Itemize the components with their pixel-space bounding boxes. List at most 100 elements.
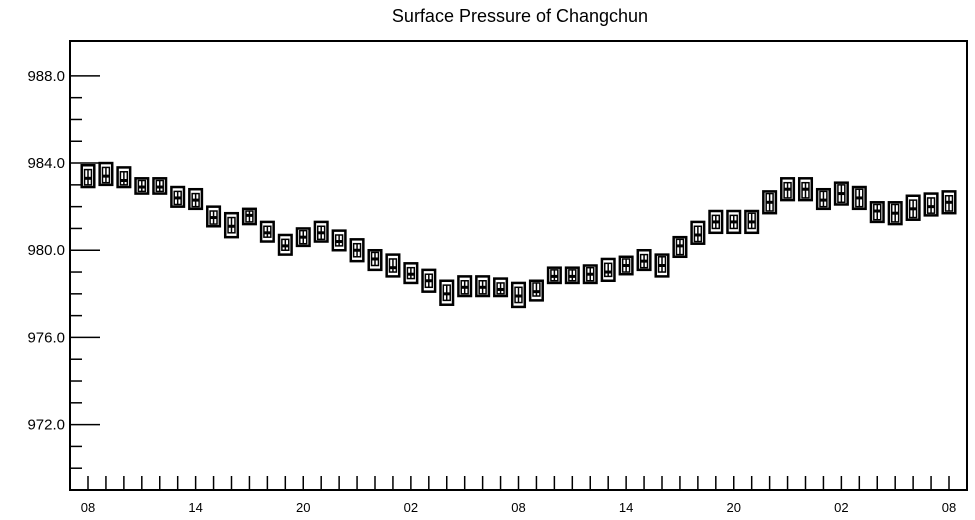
pressure-box	[690, 220, 706, 245]
pressure-box	[744, 209, 760, 235]
box-outer	[762, 190, 778, 215]
y-tick-label: 988.0	[27, 68, 65, 85]
pressure-box	[815, 187, 831, 211]
box-outer	[726, 209, 742, 235]
box-outer	[797, 177, 814, 202]
box-outer	[923, 192, 939, 217]
pressure-box	[277, 233, 293, 256]
box-outer	[385, 253, 401, 278]
box-outer	[152, 177, 168, 195]
box-outer	[313, 220, 329, 243]
box-outer	[672, 235, 688, 259]
pressure-box	[941, 190, 957, 215]
box-outer	[475, 275, 491, 298]
pressure-box	[528, 279, 544, 302]
pressure-box	[510, 281, 527, 309]
pressure-box	[475, 275, 491, 298]
box-outer	[833, 181, 849, 206]
pressure-box	[618, 255, 634, 276]
pressure-box	[797, 177, 814, 202]
box-outer	[618, 255, 634, 276]
box-outer	[582, 264, 598, 285]
pressure-box	[869, 201, 885, 224]
pressure-box	[493, 277, 509, 298]
box-outer	[941, 190, 957, 215]
y-tick-label: 976.0	[27, 329, 65, 346]
x-tick-label: 02	[834, 500, 848, 515]
y-tick-label: 980.0	[27, 242, 65, 259]
pressure-box	[546, 266, 562, 285]
box-outer	[80, 163, 96, 189]
y-tick-label: 972.0	[27, 417, 65, 434]
box-outer	[654, 253, 670, 278]
box-outer	[546, 266, 562, 285]
y-tick-label: 984.0	[27, 155, 65, 172]
pressure-box	[403, 262, 419, 285]
pressure-box	[349, 238, 365, 263]
y-axis: 972.0 976.0 980.0 984.0 988.0	[27, 68, 100, 469]
box-outer	[636, 248, 652, 272]
box-outer	[259, 220, 275, 243]
box-outer	[744, 209, 760, 235]
x-tick-label: 02	[404, 500, 418, 515]
pressure-box	[152, 177, 168, 195]
box-outer	[170, 185, 186, 208]
plot-frame	[69, 40, 968, 491]
pressure-box	[923, 192, 939, 217]
box-series	[80, 161, 957, 309]
box-outer	[564, 266, 580, 285]
box-outer	[510, 281, 527, 309]
box-outer	[206, 205, 222, 228]
box-outer	[457, 275, 473, 298]
pressure-box	[331, 229, 347, 252]
pressure-box	[313, 220, 329, 243]
pressure-box	[259, 220, 275, 243]
pressure-box	[851, 185, 867, 211]
pressure-box	[887, 201, 903, 226]
pressure-box	[223, 211, 240, 239]
box-outer	[851, 185, 867, 211]
box-outer	[295, 227, 311, 248]
pressure-box	[582, 264, 598, 285]
pressure-box	[367, 248, 383, 272]
pressure-box	[170, 185, 186, 208]
pressure-box	[672, 235, 688, 259]
box-outer	[116, 166, 132, 189]
box-outer	[241, 207, 257, 226]
pressure-box	[564, 266, 580, 285]
x-tick-label: 08	[511, 500, 525, 515]
pressure-box	[780, 177, 796, 202]
pressure-box	[654, 253, 670, 278]
box-outer	[134, 177, 150, 195]
x-tick-label: 14	[619, 500, 633, 515]
box-outer	[349, 238, 365, 263]
box-outer	[98, 161, 114, 187]
pressure-box	[241, 207, 257, 226]
box-outer	[600, 257, 616, 283]
box-outer	[421, 268, 437, 293]
box-outer	[223, 211, 240, 239]
box-outer	[367, 248, 383, 272]
pressure-box	[708, 209, 724, 235]
x-tick-label: 20	[296, 500, 310, 515]
x-tick-label: 08	[942, 500, 956, 515]
pressure-box	[80, 163, 96, 189]
box-outer	[403, 262, 419, 285]
box-outer	[780, 177, 796, 202]
box-outer	[905, 194, 921, 221]
box-outer	[887, 201, 903, 226]
pressure-box	[421, 268, 437, 293]
pressure-box	[206, 205, 222, 228]
x-tick-label: 08	[81, 500, 95, 515]
box-outer	[690, 220, 706, 245]
pressure-box	[600, 257, 616, 283]
box-outer	[708, 209, 724, 235]
box-outer	[869, 201, 885, 224]
box-outer	[331, 229, 347, 252]
pressure-box	[636, 248, 652, 272]
pressure-box	[134, 177, 150, 195]
box-outer	[188, 187, 204, 211]
box-outer	[439, 279, 455, 306]
pressure-box	[116, 166, 132, 189]
